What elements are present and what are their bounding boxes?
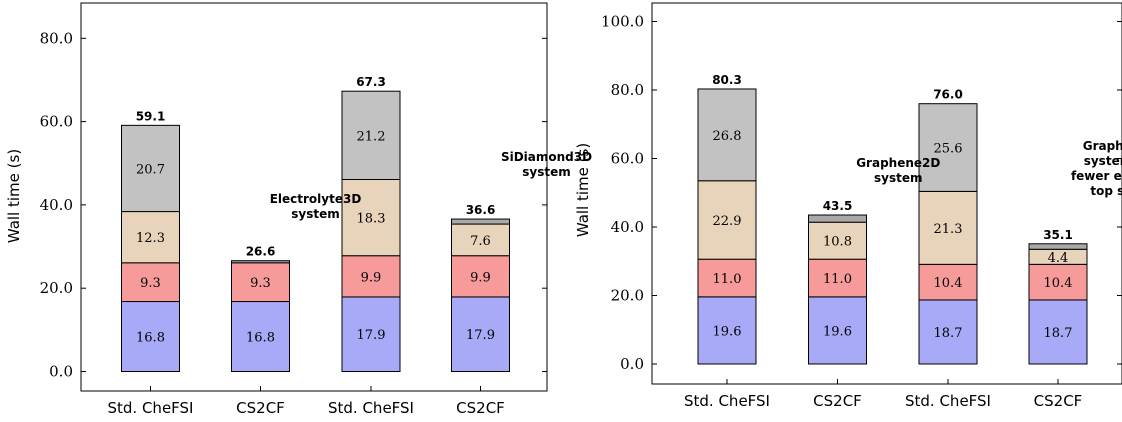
bar-segment — [451, 255, 510, 298]
bar-total-label: 35.1 — [1043, 228, 1073, 242]
annotation-line: Electrolyte3D — [270, 192, 362, 206]
segment-value-label: 19.6 — [713, 324, 742, 339]
segment-value-label: 18.7 — [1044, 326, 1073, 341]
segment-value-label: 10.4 — [1044, 276, 1073, 291]
annotation-line: Graphene2D — [1083, 139, 1122, 153]
y-tick-label: 0.0 — [620, 355, 644, 373]
bar-segment — [341, 255, 401, 298]
bar-segment — [808, 221, 867, 260]
segment-value-label: 4.4 — [1048, 251, 1069, 266]
bar-segment — [697, 258, 757, 298]
bar-segment — [1028, 263, 1088, 301]
bar-segment — [918, 263, 978, 301]
segment-value-label: 20.7 — [136, 162, 165, 177]
segment-value-label: 25.6 — [934, 142, 963, 157]
y-tick-label: 40.0 — [611, 218, 644, 236]
plot-frame-2 — [651, 2, 1122, 385]
bar-segment — [231, 260, 290, 264]
system-annotation: Electrolyte3D system — [270, 192, 362, 221]
segment-value-label: 10.4 — [934, 276, 963, 291]
system-annotation: Graphene2D system — [856, 156, 940, 185]
x-category-label: Std. CheFSI — [108, 399, 194, 417]
segment-value-label: 21.3 — [934, 222, 963, 237]
bar-segment — [697, 296, 757, 365]
bar-total-label: 76.0 — [933, 88, 963, 102]
annotation-line: system — [522, 165, 571, 179]
segment-value-label: 7.6 — [470, 234, 491, 249]
y-tick-label: 100.0 — [601, 13, 644, 31]
bar-segment — [121, 124, 180, 213]
bar-total-label: 80.3 — [712, 73, 742, 87]
y-tick-label: 40.0 — [40, 196, 73, 214]
segment-value-label: 16.8 — [136, 331, 165, 346]
bar-segment — [808, 258, 867, 298]
bar-segment — [1028, 243, 1088, 250]
bar-segment — [808, 214, 867, 223]
bar-segment — [121, 211, 180, 264]
x-category-label: CS2CF — [236, 399, 285, 417]
segment-value-label: 9.9 — [361, 270, 382, 285]
bar-segment — [1028, 299, 1088, 365]
annotation-line: system with — [1084, 154, 1122, 168]
annotation-line: top states — [1090, 184, 1122, 198]
y-axis-label: Wall time (s) — [574, 143, 592, 237]
segment-value-label: 18.3 — [357, 212, 386, 227]
x-category-label: Std. CheFSI — [684, 392, 770, 410]
segment-value-label: 17.9 — [357, 328, 386, 343]
x-category-label: CS2CF — [813, 392, 862, 410]
segment-value-label: 16.8 — [246, 331, 275, 346]
segment-value-label: 11.0 — [823, 272, 852, 287]
segment-value-label: 9.3 — [140, 276, 161, 291]
bar-total-label: 43.5 — [823, 199, 853, 213]
bar-segment — [341, 90, 401, 180]
bar-segment — [918, 190, 978, 265]
y-axis-label: Wall time (s) — [5, 149, 23, 243]
segment-value-label: 19.6 — [823, 324, 852, 339]
y-tick-label: 20.0 — [40, 279, 73, 297]
segment-value-label: 9.3 — [250, 276, 271, 291]
y-tick-label: 60.0 — [40, 113, 73, 131]
segment-value-label: 17.9 — [466, 328, 495, 343]
annotation-line: system — [291, 207, 340, 221]
bar-segment — [451, 218, 510, 225]
annotation-line: Graphene2D — [856, 156, 940, 170]
bar-total-label: 36.6 — [466, 203, 496, 217]
bar-segment — [451, 296, 510, 372]
system-annotation: SiDiamond3D system — [501, 150, 592, 179]
plot-frame-1 — [80, 2, 548, 392]
x-category-label: Std. CheFSI — [905, 392, 991, 410]
bar-segment — [121, 301, 180, 373]
x-category-label: CS2CF — [456, 399, 505, 417]
segment-value-label: 11.0 — [713, 272, 742, 287]
y-tick-label: 20.0 — [611, 287, 644, 305]
segment-value-label: 21.2 — [357, 129, 386, 144]
bar-segment — [341, 178, 401, 257]
segment-value-label: 26.8 — [713, 129, 742, 144]
segment-value-label: 9.9 — [470, 270, 491, 285]
bar-segment — [697, 88, 757, 182]
bar-total-label: 26.6 — [246, 245, 276, 259]
segment-value-label: 22.9 — [713, 214, 742, 229]
x-category-label: Std. CheFSI — [328, 399, 414, 417]
y-tick-label: 60.0 — [611, 150, 644, 168]
bar-total-label: 59.1 — [136, 109, 166, 123]
bar-segment — [918, 103, 978, 192]
annotation-line: fewer extra and — [1071, 169, 1122, 183]
segment-value-label: 18.7 — [934, 326, 963, 341]
bar-total-label: 67.3 — [356, 75, 386, 89]
y-tick-label: 80.0 — [611, 81, 644, 99]
bar-segment — [918, 299, 978, 365]
y-tick-label: 0.0 — [49, 363, 73, 381]
annotation-line: SiDiamond3D — [501, 150, 592, 164]
annotation-line: system — [874, 171, 923, 185]
bar-segment — [341, 296, 401, 372]
y-tick-label: 80.0 — [40, 29, 73, 47]
bar-segment — [121, 262, 180, 303]
bar-segment — [697, 180, 757, 260]
segment-value-label: 10.8 — [823, 235, 852, 250]
segment-value-label: 12.3 — [136, 231, 165, 246]
x-category-label: CS2CF — [1034, 392, 1083, 410]
